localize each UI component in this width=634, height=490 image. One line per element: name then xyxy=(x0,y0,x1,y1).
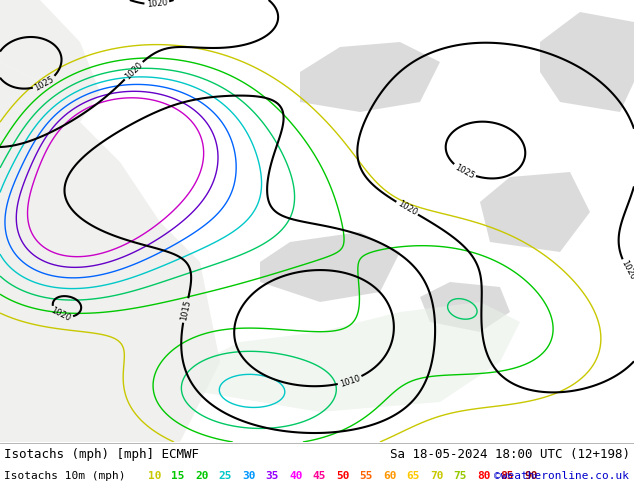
Text: 1020: 1020 xyxy=(49,306,72,323)
Text: 20: 20 xyxy=(195,471,209,481)
Text: 30: 30 xyxy=(242,471,256,481)
Polygon shape xyxy=(420,282,510,332)
Text: 25: 25 xyxy=(219,471,232,481)
Text: 85: 85 xyxy=(500,471,514,481)
Text: 1025: 1025 xyxy=(33,74,56,92)
Text: 75: 75 xyxy=(453,471,467,481)
Polygon shape xyxy=(200,302,520,412)
Text: 45: 45 xyxy=(313,471,326,481)
Text: Isotachs 10m (mph): Isotachs 10m (mph) xyxy=(4,471,126,481)
Polygon shape xyxy=(260,232,400,302)
Polygon shape xyxy=(0,0,100,122)
Text: 1010: 1010 xyxy=(339,373,361,389)
Text: 40: 40 xyxy=(289,471,302,481)
Text: 1020: 1020 xyxy=(396,199,418,218)
Polygon shape xyxy=(480,172,590,252)
Text: 70: 70 xyxy=(430,471,444,481)
Polygon shape xyxy=(540,12,634,112)
Text: ©weatheronline.co.uk: ©weatheronline.co.uk xyxy=(494,471,629,481)
Text: 90: 90 xyxy=(524,471,538,481)
Text: 15: 15 xyxy=(172,471,185,481)
Text: Isotachs (mph) [mph] ECMWF: Isotachs (mph) [mph] ECMWF xyxy=(4,447,199,461)
Text: 50: 50 xyxy=(336,471,349,481)
Polygon shape xyxy=(0,62,220,442)
Text: 60: 60 xyxy=(383,471,396,481)
Text: 1025: 1025 xyxy=(453,162,476,180)
Text: 55: 55 xyxy=(359,471,373,481)
Text: 1020: 1020 xyxy=(619,259,634,282)
Text: Sa 18-05-2024 18:00 UTC (12+198): Sa 18-05-2024 18:00 UTC (12+198) xyxy=(390,447,630,461)
Text: 10: 10 xyxy=(148,471,162,481)
Polygon shape xyxy=(300,42,440,112)
Text: 35: 35 xyxy=(266,471,279,481)
Text: 80: 80 xyxy=(477,471,491,481)
Text: 1020: 1020 xyxy=(146,0,168,9)
Text: 1015: 1015 xyxy=(179,299,192,321)
Text: 65: 65 xyxy=(406,471,420,481)
Text: 1020: 1020 xyxy=(123,60,145,81)
